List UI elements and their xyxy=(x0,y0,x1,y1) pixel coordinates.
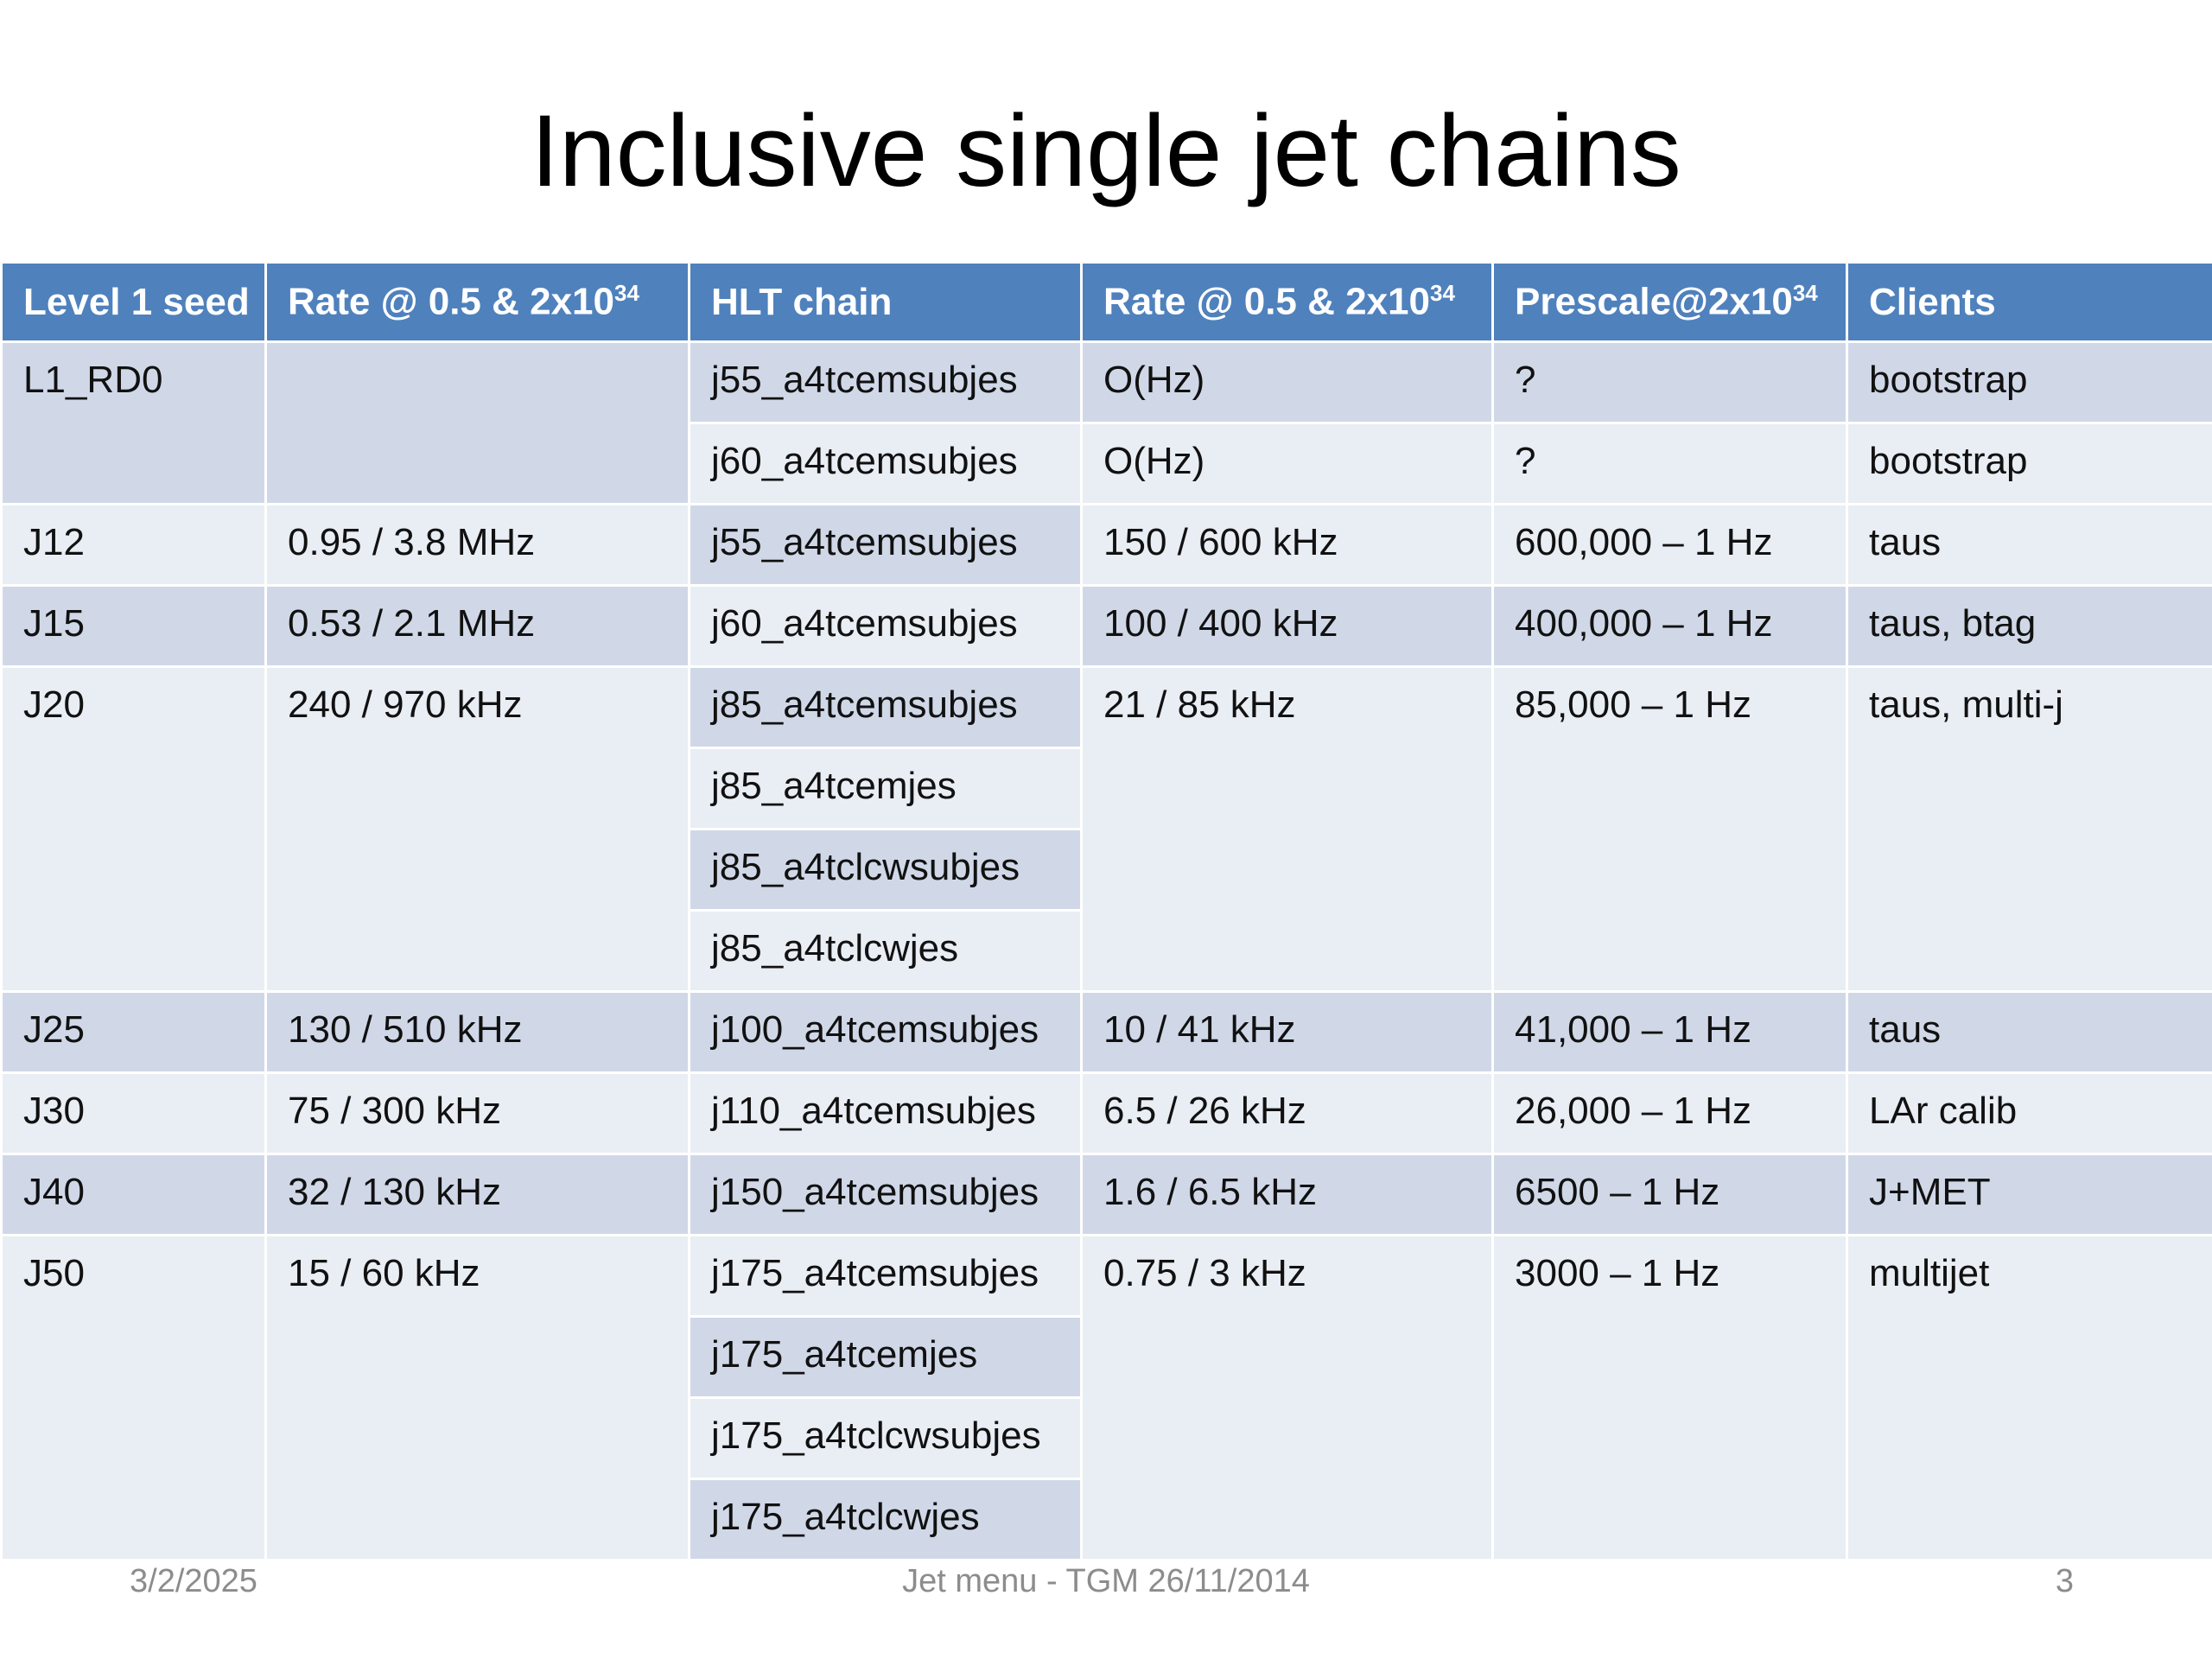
header-l1-rate-text: Rate @ 0.5 & 2x10 xyxy=(288,280,614,323)
cell-prescale: 41,000 – 1 Hz xyxy=(1491,990,1848,1074)
cell-hlt-chain: j100_a4tcemsubjes xyxy=(688,990,1083,1074)
cell-level1-seed: J25 xyxy=(0,990,267,1074)
cell-hlt-rate: 100 / 400 kHz xyxy=(1080,584,1494,668)
header-l1-rate: Rate @ 0.5 & 2x1034 xyxy=(264,261,690,343)
footer-page-number: 3 xyxy=(2055,1563,2074,1599)
jet-chains-table: Level 1 seed Rate @ 0.5 & 2x1034 HLT cha… xyxy=(0,261,2212,1561)
cell-hlt-chain: j150_a4tcemsubjes xyxy=(688,1153,1083,1236)
table-row: j85_a4tclcwjes xyxy=(2,909,2212,993)
header-hlt-rate-text: Rate @ 0.5 & 2x10 xyxy=(1103,280,1430,323)
table-row: J30 75 / 300 kHz j110_a4tcemsubjes 6.5 / 26… xyxy=(0,1071,2212,1155)
cell-l1-rate: 32 / 130 kHz xyxy=(264,1153,690,1236)
cell-hlt-chain: j175_a4tcemsubjes xyxy=(688,1234,1083,1318)
cell-hlt-chain: j85_a4tcemsubjes xyxy=(688,665,1083,749)
cell-level1-seed: J12 xyxy=(0,503,267,587)
table-row: J15 0.53 / 2.1 MHz j60_a4tcemsubjes 100 / 4… xyxy=(0,584,2212,668)
cell-clients: taus, btag xyxy=(1846,584,2212,668)
cell-prescale: 600,000 – 1 Hz xyxy=(1491,503,1848,587)
cell-prescale: ? xyxy=(1491,340,1848,424)
cell-hlt-chain: j175_a4tclcwsubjes xyxy=(688,1396,1083,1480)
cell-l1-rate: 0.53 / 2.1 MHz xyxy=(264,584,690,668)
header-prescale-exponent: 34 xyxy=(1792,280,1818,307)
table-row: J40 32 / 130 kHz j150_a4tcemsubjes 1.6 / 6.… xyxy=(0,1153,2212,1236)
cell-clients: multijet xyxy=(1846,1234,2212,1561)
cell-clients: taus xyxy=(1846,503,2212,587)
cell-clients: taus, multi-j xyxy=(1846,665,2212,993)
cell-level1-seed: J40 xyxy=(0,1153,267,1236)
cell-l1-rate xyxy=(264,340,690,505)
header-hlt-rate-exponent: 34 xyxy=(1430,280,1455,307)
table-row: J12 0.95 / 3.8 MHz j55_a4tcemsubjes 150 / 6… xyxy=(0,503,2212,587)
cell-prescale: ? xyxy=(1491,422,1848,505)
table-row: J25 130 / 510 kHz j100_a4tcemsubjes 10 / 41… xyxy=(0,990,2212,1074)
table-row: j175_a4tclcwjes xyxy=(2,1478,2212,1561)
cell-hlt-chain: j60_a4tcemsubjes xyxy=(688,584,1083,668)
cell-hlt-rate: O(Hz) xyxy=(1080,340,1494,424)
cell-level1-seed: J50 xyxy=(0,1234,267,1561)
cell-clients: LAr calib xyxy=(1846,1071,2212,1155)
table-row: j85_a4tclcwsubjes xyxy=(2,828,2212,912)
cell-level1-seed: J30 xyxy=(0,1071,267,1155)
table-header-row: Level 1 seed Rate @ 0.5 & 2x1034 HLT cha… xyxy=(0,261,2212,343)
slide-footer: 3/2/2025 Jet menu - TGM 26/11/2014 3 xyxy=(0,1555,2212,1607)
cell-hlt-chain: j175_a4tcemjes xyxy=(688,1315,1083,1399)
header-prescale-text: Prescale@2x10 xyxy=(1515,280,1793,323)
cell-clients: taus xyxy=(1846,990,2212,1074)
cell-clients: bootstrap xyxy=(1846,340,2212,424)
footer-date: 3/2/2025 xyxy=(130,1563,257,1599)
cell-l1-rate: 15 / 60 kHz xyxy=(264,1234,690,1561)
cell-hlt-chain: j60_a4tcemsubjes xyxy=(688,422,1083,505)
table-row: j85_a4tcemjes xyxy=(2,747,2212,830)
table-row: j175_a4tcemjes xyxy=(2,1315,2212,1399)
cell-prescale: 85,000 – 1 Hz xyxy=(1491,665,1848,993)
table-body: L1_RD0 j55_a4tcemsubjes O(Hz)? bootstrap j60… xyxy=(0,340,2212,1561)
cell-prescale: 6500 – 1 Hz xyxy=(1491,1153,1848,1236)
cell-hlt-chain: j85_a4tclcwsubjes xyxy=(688,828,1083,912)
cell-hlt-rate: 150 / 600 kHz xyxy=(1080,503,1494,587)
cell-hlt-rate: 0.75 / 3 kHz xyxy=(1080,1234,1494,1561)
cell-l1-rate: 75 / 300 kHz xyxy=(264,1071,690,1155)
table-row: j175_a4tclcwsubjes xyxy=(2,1396,2212,1480)
table-row: J50 15 / 60 kHz j175_a4tcemsubjes 0.75 / 3 … xyxy=(0,1234,2212,1561)
cell-hlt-rate: 6.5 / 26 kHz xyxy=(1080,1071,1494,1155)
slide-title: Inclusive single jet chains xyxy=(531,94,1681,208)
cell-hlt-rate: O(Hz) xyxy=(1080,422,1494,505)
cell-level1-seed: J15 xyxy=(0,584,267,668)
header-hlt-rate: Rate @ 0.5 & 2x1034 xyxy=(1080,261,1494,343)
table-row: j60_a4tcemsubjes O(Hz)? bootstrap xyxy=(2,422,2212,505)
cell-level1-seed: J20 xyxy=(0,665,267,993)
header-level1-seed: Level 1 seed xyxy=(0,261,267,343)
cell-hlt-rate: 1.6 / 6.5 kHz xyxy=(1080,1153,1494,1236)
header-hlt-chain: HLT chain xyxy=(688,261,1083,343)
cell-hlt-chain: j85_a4tcemjes xyxy=(688,747,1083,830)
table-row: L1_RD0 j55_a4tcemsubjes O(Hz)? bootstrap xyxy=(0,340,2212,505)
cell-hlt-chain: j55_a4tcemsubjes xyxy=(688,503,1083,587)
cell-clients: bootstrap xyxy=(1846,422,2212,505)
header-prescale: Prescale@2x1034 xyxy=(1491,261,1848,343)
cell-clients: J+MET xyxy=(1846,1153,2212,1236)
cell-prescale: 400,000 – 1 Hz xyxy=(1491,584,1848,668)
header-l1-rate-exponent: 34 xyxy=(614,280,639,307)
cell-prescale: 3000 – 1 Hz xyxy=(1491,1234,1848,1561)
cell-hlt-rate: 10 / 41 kHz xyxy=(1080,990,1494,1074)
footer-presentation-title: Jet menu - TGM 26/11/2014 xyxy=(902,1563,1310,1599)
cell-hlt-chain: j85_a4tclcwjes xyxy=(688,909,1083,993)
cell-l1-rate: 130 / 510 kHz xyxy=(264,990,690,1074)
cell-level1-seed: L1_RD0 xyxy=(0,340,267,505)
table-row: J20 240 / 970 kHz j85_a4tcemsubjes 21 / 85 … xyxy=(0,665,2212,993)
cell-hlt-chain: j175_a4tclcwjes xyxy=(688,1478,1083,1561)
cell-hlt-rate: 21 / 85 kHz xyxy=(1080,665,1494,993)
cell-l1-rate: 0.95 / 3.8 MHz xyxy=(264,503,690,587)
cell-prescale: 26,000 – 1 Hz xyxy=(1491,1071,1848,1155)
cell-hlt-chain: j55_a4tcemsubjes xyxy=(688,340,1083,424)
cell-hlt-chain: j110_a4tcemsubjes xyxy=(688,1071,1083,1155)
header-clients: Clients xyxy=(1846,261,2212,343)
cell-l1-rate: 240 / 970 kHz xyxy=(264,665,690,993)
